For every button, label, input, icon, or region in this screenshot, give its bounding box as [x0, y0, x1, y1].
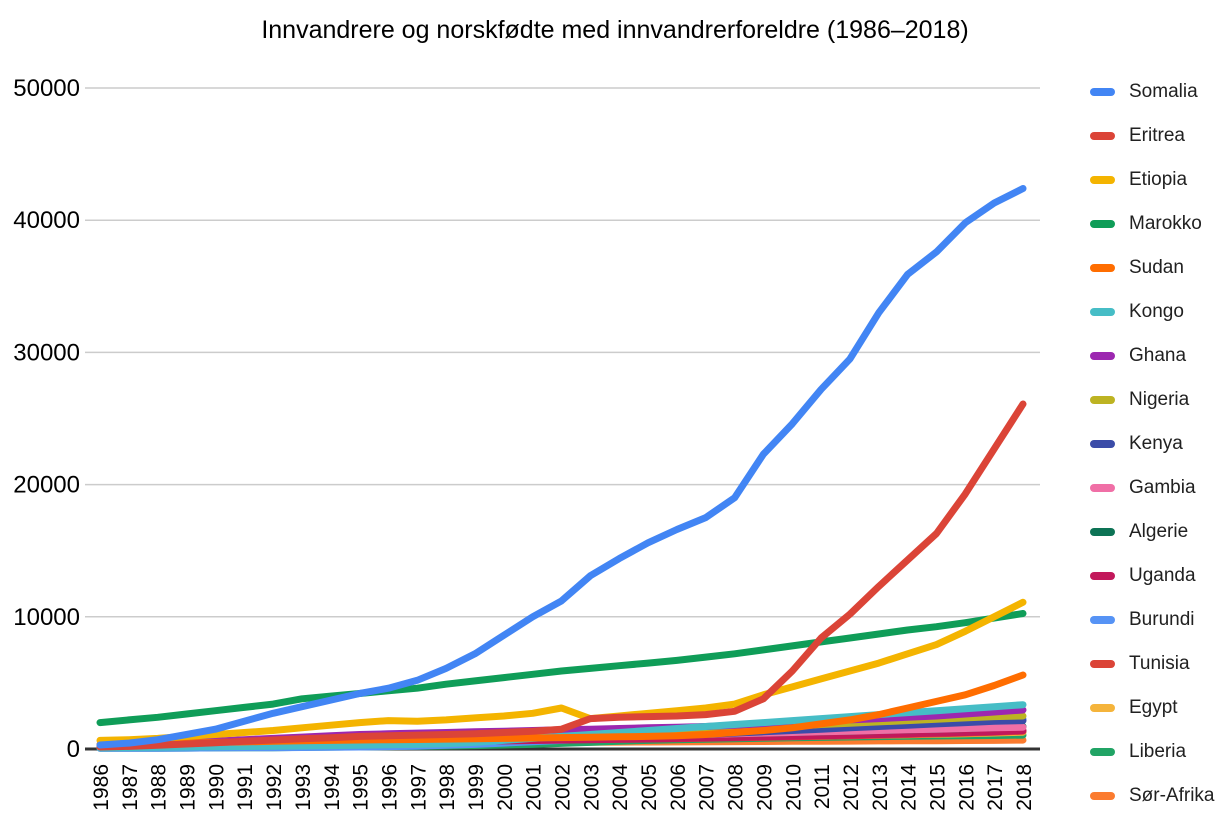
x-tick-label: 2017 [984, 764, 1007, 811]
x-tick-label: 1986 [90, 764, 113, 811]
series-line-somalia [96, 185, 1027, 749]
legend-label: Tunisia [1129, 653, 1190, 674]
legend-label: Eritrea [1129, 125, 1185, 146]
legend-label: Nigeria [1129, 389, 1190, 410]
legend-swatch-marokko [1090, 220, 1115, 228]
y-tick-label: 0 [67, 736, 80, 763]
legend-swatch-uganda [1090, 572, 1115, 580]
x-tick-label: 2005 [638, 764, 661, 811]
x-tick-label: 2001 [523, 764, 546, 811]
legend-swatch-kongo [1090, 308, 1115, 316]
legend-item-tunisia: Tunisia [1090, 642, 1225, 686]
x-tick-label: 2006 [667, 764, 690, 811]
x-tick-label: 1987 [119, 764, 142, 811]
legend-label: Kenya [1129, 433, 1183, 454]
legend-label: Burundi [1129, 609, 1195, 630]
legend-item-kenya: Kenya [1090, 422, 1225, 466]
legend-swatch-sudan [1090, 264, 1115, 272]
x-tick-label: 1995 [350, 764, 373, 811]
chart-title: Innvandrere og norskfødte med innvandrer… [261, 16, 969, 44]
x-tick-label: 1996 [378, 764, 401, 811]
y-tick-label: 20000 [13, 472, 80, 499]
y-tick-label: 50000 [13, 75, 80, 102]
legend-item-sudan: Sudan [1090, 246, 1225, 290]
legend-item-egypt: Egypt [1090, 686, 1225, 730]
legend: Somalia Eritrea Etiopia Marokko Sudan Kongo Gh… [1090, 70, 1225, 818]
x-tick-label: 1989 [177, 764, 200, 811]
legend-swatch-burundi [1090, 616, 1115, 624]
x-tick-label: 1998 [436, 764, 459, 811]
legend-item-uganda: Uganda [1090, 554, 1225, 598]
legend-label: Kongo [1129, 301, 1184, 322]
x-tick-label: 2004 [609, 764, 632, 811]
legend-item-eritrea: Eritrea [1090, 114, 1225, 158]
legend-item-gambia: Gambia [1090, 466, 1225, 510]
legend-label: Gambia [1129, 477, 1196, 498]
legend-swatch-liberia [1090, 748, 1115, 756]
legend-label: Somalia [1129, 81, 1198, 102]
x-tick-label: 2014 [898, 764, 921, 811]
legend-swatch-egypt [1090, 704, 1115, 712]
x-tick-label: 1990 [205, 764, 228, 811]
legend-item-somalia: Somalia [1090, 70, 1225, 114]
y-tick-label: 10000 [13, 604, 80, 631]
x-tick-label: 2009 [753, 764, 776, 811]
legend-swatch-etiopia [1090, 176, 1115, 184]
x-tick-label: 2016 [955, 764, 978, 811]
legend-item-kongo: Kongo [1090, 290, 1225, 334]
x-tick-label: 1997 [407, 764, 430, 811]
legend-item-algerie: Algerie [1090, 510, 1225, 554]
x-tick-label: 1991 [234, 764, 257, 811]
series-line-etiopia [96, 598, 1027, 744]
legend-label: Uganda [1129, 565, 1196, 586]
legend-label: Algerie [1129, 521, 1189, 542]
x-tick-label: 2013 [869, 764, 892, 811]
legend-item-s-r-afrika: Sør-Afrika [1090, 774, 1225, 818]
legend-label: Liberia [1129, 741, 1187, 762]
legend-item-ghana: Ghana [1090, 334, 1225, 378]
x-tick-label: 2003 [580, 764, 603, 811]
legend-swatch-algerie [1090, 528, 1115, 536]
legend-item-liberia: Liberia [1090, 730, 1225, 774]
legend-swatch-nigeria [1090, 396, 1115, 404]
x-tick-label: 2008 [725, 764, 748, 811]
legend-item-burundi: Burundi [1090, 598, 1225, 642]
x-tick-label: 1993 [292, 764, 315, 811]
x-tick-label: 1994 [321, 764, 344, 811]
y-tick-label: 30000 [13, 339, 80, 366]
legend-swatch-ghana [1090, 352, 1115, 360]
y-tick-label: 40000 [13, 207, 80, 234]
legend-label: Sør-Afrika [1129, 785, 1215, 806]
legend-swatch-tunisia [1090, 660, 1115, 668]
legend-item-marokko: Marokko [1090, 202, 1225, 246]
series-line-marokko [96, 610, 1027, 727]
legend-swatch-gambia [1090, 484, 1115, 492]
x-tick-label: 2010 [782, 764, 805, 811]
series-line-eritrea [96, 400, 1027, 751]
legend-label: Sudan [1129, 257, 1184, 278]
legend-item-nigeria: Nigeria [1090, 378, 1225, 422]
x-tick-label: 1999 [465, 764, 488, 811]
x-tick-label: 2015 [926, 764, 949, 811]
x-tick-label: 2007 [696, 764, 719, 811]
legend-label: Etiopia [1129, 169, 1188, 190]
legend-item-etiopia: Etiopia [1090, 158, 1225, 202]
legend-label: Egypt [1129, 697, 1178, 718]
x-tick-label: 2012 [840, 764, 863, 811]
x-tick-label: 2000 [494, 764, 517, 811]
x-tick-label: 2018 [1013, 764, 1036, 811]
legend-swatch-s-r-afrika [1090, 792, 1115, 800]
x-tick-label: 2002 [552, 764, 575, 811]
x-tick-label: 2011 [811, 764, 834, 809]
legend-swatch-kenya [1090, 440, 1115, 448]
legend-label: Ghana [1129, 345, 1187, 366]
x-tick-label: 1992 [263, 764, 286, 811]
legend-swatch-somalia [1090, 88, 1115, 96]
legend-swatch-eritrea [1090, 132, 1115, 140]
legend-label: Marokko [1129, 213, 1202, 234]
x-tick-label: 1988 [148, 764, 171, 811]
